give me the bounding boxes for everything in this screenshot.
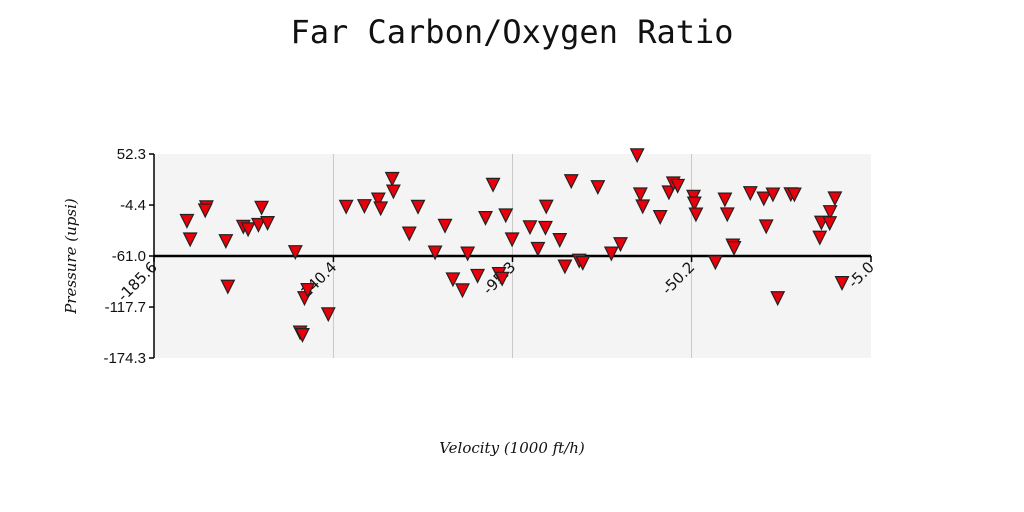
data-point <box>300 282 316 298</box>
data-point <box>557 259 573 275</box>
data-point <box>632 187 648 203</box>
data-point <box>726 241 742 256</box>
data-point <box>537 220 553 236</box>
data-point <box>220 279 236 295</box>
data-point <box>384 171 400 187</box>
data-point <box>717 192 733 208</box>
data-markers <box>179 148 850 343</box>
data-point <box>197 203 213 219</box>
data-point <box>635 199 651 215</box>
data-point <box>686 196 702 212</box>
data-point <box>688 207 704 223</box>
data-point <box>287 245 303 261</box>
data-point <box>498 208 514 224</box>
data-point <box>661 185 677 201</box>
data-point <box>494 271 510 287</box>
data-point <box>179 213 195 229</box>
x-axis-label: Velocity (1000 ft/h) <box>439 439 585 457</box>
data-point <box>719 207 735 223</box>
data-point <box>603 246 619 262</box>
data-point <box>522 220 538 236</box>
data-point <box>629 148 645 164</box>
y-tick-label: -174.3 <box>103 350 146 367</box>
data-point <box>827 191 843 207</box>
data-point <box>822 205 838 221</box>
y-axis-ticks: 52.3 -4.4 -61.0 -117.7 -174.3 <box>103 146 154 367</box>
data-point <box>590 180 606 196</box>
data-point <box>437 218 453 234</box>
data-point <box>445 272 461 288</box>
chart-title: Far Carbon/Oxygen Ratio <box>290 13 733 51</box>
data-point <box>765 187 781 203</box>
data-point <box>552 233 568 248</box>
y-axis-label: Pressure (upsi) <box>62 198 80 315</box>
data-point <box>373 201 389 217</box>
data-point <box>530 241 546 257</box>
data-point <box>707 255 723 271</box>
data-point <box>427 245 443 261</box>
data-point <box>260 216 276 231</box>
data-point <box>786 187 802 203</box>
data-point <box>758 219 774 235</box>
data-point <box>563 174 579 190</box>
y-tick-label: -4.4 <box>120 197 146 214</box>
data-point <box>670 178 686 194</box>
data-point <box>834 276 850 291</box>
data-point <box>182 232 198 248</box>
data-point <box>812 230 828 246</box>
data-point <box>356 199 372 215</box>
data-point <box>240 222 256 238</box>
data-point <box>455 283 470 299</box>
data-point <box>504 232 520 248</box>
data-point <box>742 186 758 202</box>
data-point <box>770 291 786 307</box>
data-point <box>478 210 493 226</box>
data-point <box>370 192 386 208</box>
y-tick-label: -117.7 <box>105 299 146 316</box>
data-point <box>401 226 417 242</box>
data-point <box>485 177 501 193</box>
data-point <box>538 199 554 215</box>
data-point <box>254 200 270 216</box>
data-point <box>320 307 336 323</box>
data-point <box>613 237 628 253</box>
data-point <box>575 255 591 271</box>
data-point <box>410 199 426 215</box>
y-tick-label: 52.3 <box>117 146 146 163</box>
data-point <box>822 216 838 232</box>
data-point <box>250 217 266 233</box>
data-point <box>756 191 772 207</box>
y-tick-label: -61.0 <box>112 248 146 265</box>
data-point <box>470 268 486 284</box>
data-point <box>295 327 310 343</box>
data-point <box>385 184 401 200</box>
data-point <box>460 246 476 262</box>
data-point <box>652 210 668 226</box>
data-point <box>218 234 234 250</box>
data-point <box>338 199 354 215</box>
